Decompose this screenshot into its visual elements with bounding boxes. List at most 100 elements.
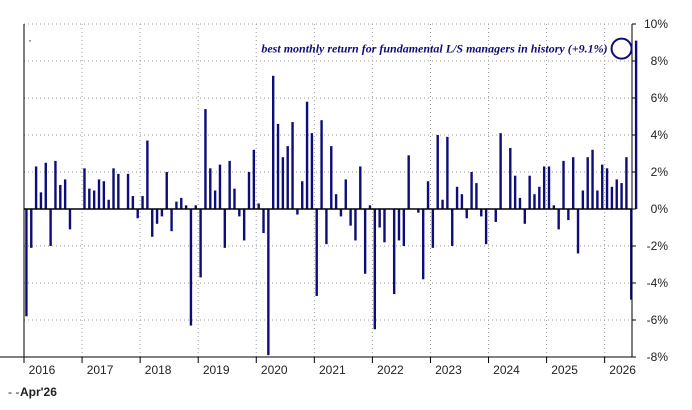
y-axis-tick-labels: -8% -6% -4% -2% 0% 2% 4% 6% 8% 10%	[644, 17, 668, 364]
bar	[63, 179, 67, 209]
bar	[576, 209, 580, 254]
bar	[431, 209, 435, 248]
bar	[49, 209, 52, 246]
chart-annotation: best monthly return for fundamental L/S …	[261, 42, 607, 56]
x-tick-label: 2022	[377, 363, 404, 377]
x-tick-label: 2017	[87, 363, 114, 377]
bar	[417, 209, 420, 213]
bar	[194, 205, 197, 209]
bar	[160, 209, 164, 217]
highlight-circle	[610, 37, 633, 60]
bar	[605, 168, 609, 209]
bar	[247, 172, 251, 209]
y-tick-label: 2%	[651, 165, 669, 179]
bar	[218, 164, 222, 209]
bar	[392, 209, 396, 295]
bar	[383, 209, 386, 243]
bar	[30, 209, 33, 248]
bar	[296, 209, 299, 215]
bar	[533, 194, 536, 209]
bar	[509, 147, 512, 209]
bar	[170, 209, 173, 232]
bar	[286, 146, 289, 209]
bar	[83, 168, 86, 209]
x-tick-label: 2024	[493, 363, 520, 377]
bar	[117, 173, 120, 209]
bar	[131, 196, 135, 209]
bar	[528, 175, 531, 209]
bar	[102, 181, 106, 209]
y-tick-label: -4%	[647, 276, 669, 290]
bar	[610, 186, 614, 209]
bar	[165, 172, 168, 209]
bar	[126, 173, 130, 209]
bar	[378, 209, 381, 228]
bar	[465, 209, 468, 219]
bar	[538, 186, 541, 209]
bar	[330, 146, 333, 209]
axes	[0, 24, 633, 358]
bar	[557, 209, 560, 230]
bar	[499, 133, 502, 209]
bar	[189, 209, 193, 326]
bar	[542, 166, 546, 209]
y-tick-label: 0%	[651, 202, 669, 216]
x-tick-label: 2016	[29, 363, 56, 377]
bar	[344, 179, 347, 209]
y-tick-label: -6%	[647, 313, 669, 327]
bar	[349, 209, 352, 226]
bar	[301, 181, 304, 209]
bar	[436, 135, 439, 209]
bar	[228, 160, 231, 209]
bar	[180, 197, 183, 209]
bar	[88, 188, 91, 209]
bar	[446, 136, 449, 209]
bar	[591, 149, 594, 209]
bar	[242, 209, 246, 241]
y-tick-label: 6%	[651, 91, 669, 105]
bar	[484, 209, 488, 245]
bar	[141, 196, 144, 209]
bar	[107, 199, 110, 209]
bar	[523, 209, 527, 224]
y-tick-label: 8%	[651, 54, 669, 68]
footer-date-label: Apr'26	[20, 385, 57, 399]
bar	[252, 149, 256, 209]
bar	[175, 201, 178, 209]
bar	[267, 209, 270, 356]
bar	[620, 183, 623, 209]
bar	[596, 190, 599, 209]
bar	[136, 209, 139, 219]
bar	[334, 194, 338, 209]
bar	[567, 209, 570, 221]
bar	[320, 120, 323, 209]
bar	[315, 209, 318, 296]
bar	[112, 168, 115, 209]
bar	[262, 209, 265, 234]
y-tick-label: -8%	[647, 350, 669, 364]
bar	[552, 205, 556, 209]
bar	[571, 157, 575, 209]
bar	[630, 209, 633, 300]
bar	[359, 166, 362, 209]
bar	[310, 133, 314, 209]
bar	[368, 205, 372, 209]
bar	[402, 209, 406, 246]
top-left-marker: ·	[28, 33, 32, 47]
bar	[586, 157, 589, 209]
bar	[59, 184, 62, 209]
bar	[354, 209, 357, 241]
bar	[184, 205, 188, 209]
bar	[151, 209, 154, 237]
y-tick-label: 10%	[644, 17, 668, 31]
x-tick-label: 2018	[145, 363, 172, 377]
bar	[480, 209, 483, 217]
bar	[238, 209, 241, 217]
bar	[634, 40, 638, 210]
bar	[155, 209, 159, 224]
bar	[373, 209, 377, 330]
bar	[475, 183, 478, 209]
bar	[455, 186, 459, 209]
bar	[209, 168, 212, 209]
bar	[39, 192, 43, 209]
